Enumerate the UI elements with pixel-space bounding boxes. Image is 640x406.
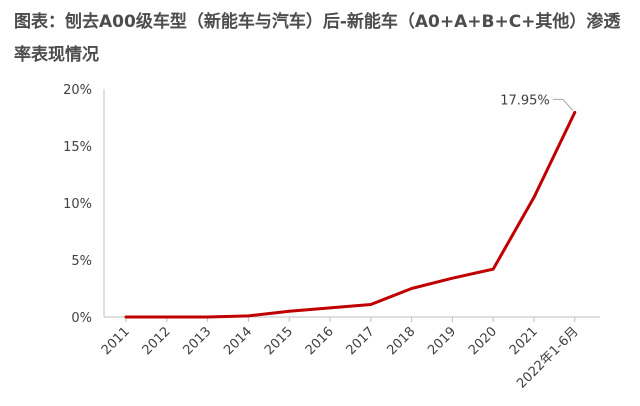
y-tick-label: 20% [63, 83, 92, 98]
y-axis-tick-labels: 0% 5% 10% 15% 20% [63, 83, 92, 326]
x-tick-label: 2019 [425, 324, 459, 358]
annotation: 17.95% [500, 93, 574, 111]
x-tick-label: 2014 [221, 324, 255, 358]
x-tick-label: 2021 [507, 324, 541, 358]
x-tick-label: 2012 [140, 324, 174, 358]
x-tick-label: 2015 [262, 324, 296, 358]
x-tick-label: 2016 [303, 324, 337, 358]
x-tick-label: 2017 [344, 324, 378, 358]
x-tick-label: 2011 [99, 324, 133, 358]
y-tick-label: 5% [71, 254, 92, 269]
x-tick-label: 2020 [466, 324, 500, 358]
y-tick-label: 10% [63, 197, 92, 212]
annotation-leader-line [552, 98, 574, 111]
x-axis-tick-labels: 2011 2012 2013 2014 2015 2016 2017 2018 2019 2020… [99, 324, 582, 391]
y-tick-label: 15% [63, 140, 92, 155]
data-series-line [124, 110, 577, 319]
x-tick-label: 2018 [384, 324, 418, 358]
x-tick-label: 2013 [180, 324, 214, 358]
chart-title: 图表：刨去A00级车型（新能车与汽车）后-新能车（A0+A+B+C+其他）渗透率… [14, 12, 621, 65]
y-tick-label: 0% [71, 311, 92, 326]
annotation-label: 17.95% [500, 93, 550, 108]
